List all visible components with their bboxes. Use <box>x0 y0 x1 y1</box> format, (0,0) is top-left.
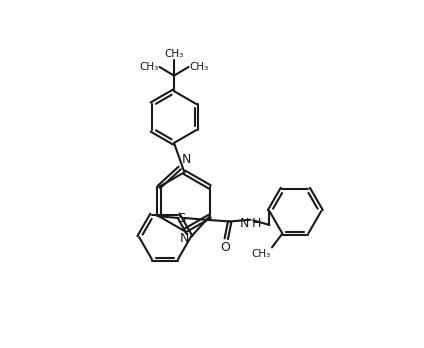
Text: CH₃: CH₃ <box>252 249 271 259</box>
Text: O: O <box>220 242 230 254</box>
Text: N: N <box>240 217 249 230</box>
Text: CH₃: CH₃ <box>165 49 184 60</box>
Text: CH₃: CH₃ <box>139 62 159 72</box>
Text: N: N <box>180 232 189 245</box>
Text: N: N <box>181 153 191 166</box>
Text: S: S <box>177 212 186 224</box>
Text: CH₃: CH₃ <box>189 62 209 72</box>
Text: H: H <box>251 217 261 230</box>
